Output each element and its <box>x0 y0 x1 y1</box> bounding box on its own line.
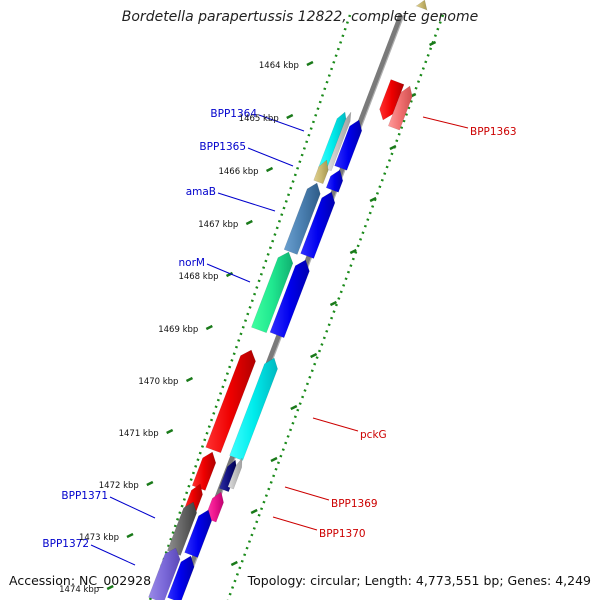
right-callout-line <box>312 417 359 432</box>
outer-left-track-line <box>148 14 352 600</box>
kbp-label: 1473 kbp <box>79 533 119 543</box>
gene-label-left[interactable]: BPP1365 <box>199 141 246 153</box>
right-callout-line <box>272 516 318 531</box>
track-tick-mark <box>389 144 397 151</box>
track-tick-mark <box>349 248 357 255</box>
left-callout-line <box>206 263 251 283</box>
outer-right-track-line <box>226 14 445 600</box>
gene-label-left[interactable]: amaB <box>186 186 216 198</box>
kbp-tick-mark <box>286 113 294 120</box>
track-tick-mark <box>250 508 258 515</box>
kbp-tick-mark <box>306 60 314 67</box>
gene-feature-bpp1363[interactable] <box>379 79 405 121</box>
kbp-labels: 1464 kbp 1465 kbp 1466 kbp 1467 kbp 1468 kbp… <box>59 61 299 595</box>
kbp-tick-mark <box>225 271 234 278</box>
gene-label-right[interactable]: BPP1370 <box>319 528 366 540</box>
gene-feature-plus-5[interactable] <box>184 509 212 558</box>
kbp-tick-mark <box>205 324 213 331</box>
kbp-label: 1471 kbp <box>119 429 159 439</box>
left-callout-line <box>247 147 294 167</box>
track-tick-mark <box>329 300 338 307</box>
kbp-tick-mark <box>245 219 253 226</box>
gene-feature-bpp1364-shade[interactable] <box>326 111 352 172</box>
gene-features <box>148 0 428 600</box>
gene-label-left[interactable]: BPP1364 <box>210 108 257 120</box>
gene-labels: BPP1364 BPP1365 amaB norM BPP1371 BPP1372 BPP1… <box>42 108 516 550</box>
kbp-label: 1465 kbp <box>239 114 279 124</box>
kbp-tick-mark <box>265 166 274 173</box>
kbp-label: 1472 kbp <box>99 481 139 491</box>
left-callout-line <box>217 192 276 212</box>
track-tick-mark <box>230 560 238 567</box>
kbp-label: 1470 kbp <box>138 377 178 387</box>
gene-label-left[interactable]: norM <box>179 257 205 269</box>
gene-feature-plus-3[interactable] <box>300 191 336 259</box>
kbp-label: 1474 kbp <box>59 585 99 595</box>
genome-summary-text: Topology: circular; Length: 4,773,551 bp… <box>247 573 591 588</box>
gene-feature-plus-4[interactable] <box>269 259 310 339</box>
accession-text: Accession: NC_002928 <box>9 573 152 588</box>
kbp-ticks <box>106 40 437 591</box>
gene-feature-bpp1372[interactable] <box>148 547 181 600</box>
gene-feature-bpp1365[interactable] <box>313 159 329 185</box>
left-callout-line <box>258 114 305 132</box>
kbp-tick-mark <box>146 480 154 487</box>
gene-feature-plus-2[interactable] <box>325 169 344 193</box>
gene-label-left[interactable]: BPP1372 <box>42 538 89 550</box>
right-callout-line <box>284 486 330 501</box>
gene-feature-pckg[interactable] <box>229 357 278 461</box>
gene-feature-top-tan[interactable] <box>415 0 428 12</box>
gene-label-right[interactable]: BPP1363 <box>470 126 517 138</box>
gene-feature-bpp1369-shade[interactable] <box>227 457 243 490</box>
gene-label-left[interactable]: BPP1371 <box>61 490 108 502</box>
track-tick-mark <box>429 40 437 47</box>
track-tick-mark <box>310 352 318 359</box>
label-callouts <box>90 114 469 566</box>
feature-track-lines <box>148 14 445 600</box>
right-callout-line <box>422 116 469 129</box>
track-tick-mark <box>290 404 298 411</box>
gene-label-right[interactable]: BPP1369 <box>331 498 378 510</box>
map-title: Bordetella parapertussis 12822, complete… <box>121 9 479 25</box>
left-callout-line <box>90 544 136 566</box>
kbp-tick-mark <box>106 584 114 591</box>
kbp-tick-mark <box>126 532 134 539</box>
track-tick-mark <box>270 456 278 463</box>
left-callout-line <box>109 496 156 519</box>
gene-label-right[interactable]: pckG <box>360 429 387 441</box>
kbp-tick-mark <box>185 376 194 383</box>
track-tick-mark <box>369 196 377 203</box>
gene-feature-bpp1363-pink[interactable] <box>387 85 413 131</box>
gene-feature-pckg-left[interactable] <box>205 349 256 454</box>
kbp-label: 1466 kbp <box>218 167 258 177</box>
gene-feature-plus-6[interactable] <box>167 555 195 600</box>
kbp-label: 1469 kbp <box>158 325 198 335</box>
gene-feature-norm[interactable] <box>251 251 294 334</box>
kbp-label: 1468 kbp <box>178 272 218 282</box>
kbp-label: 1467 kbp <box>198 220 238 230</box>
gene-feature-amab[interactable] <box>283 182 321 255</box>
kbp-label: 1464 kbp <box>259 61 299 71</box>
kbp-tick-mark <box>166 428 174 435</box>
gene-feature-plus-1[interactable] <box>334 119 363 171</box>
gene-feature-bpp1369-left[interactable] <box>191 451 217 491</box>
